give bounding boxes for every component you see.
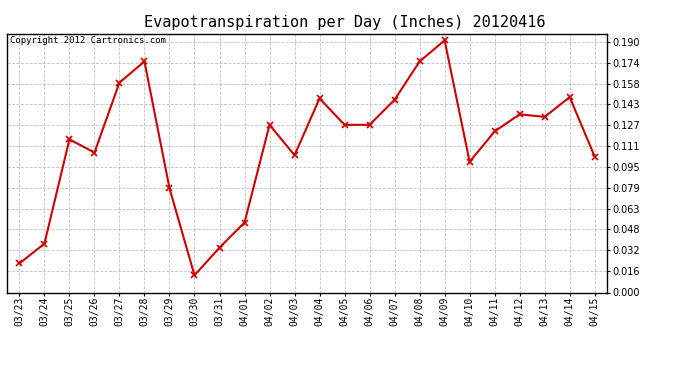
- Text: Copyright 2012 Cartronics.com: Copyright 2012 Cartronics.com: [10, 36, 166, 45]
- Text: Evapotranspiration per Day (Inches) 20120416: Evapotranspiration per Day (Inches) 2012…: [144, 15, 546, 30]
